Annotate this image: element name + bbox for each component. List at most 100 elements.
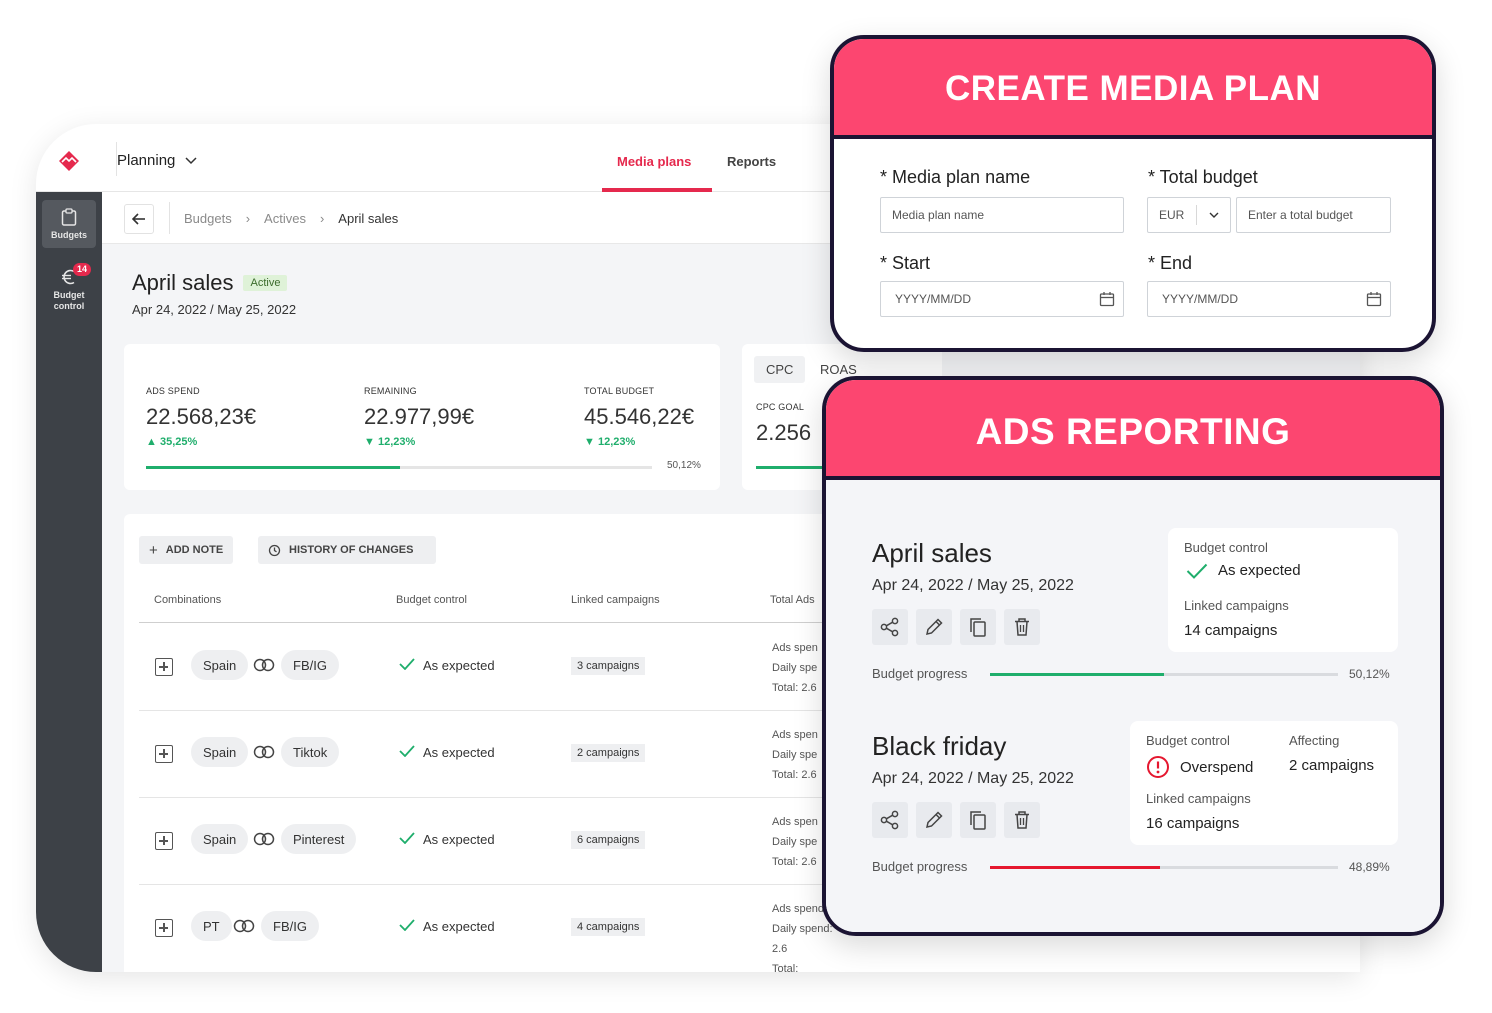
column-header-linked-campaigns: Linked campaigns <box>571 594 660 606</box>
workspace-label: Planning <box>117 152 176 169</box>
budget-progress-percent: 48,89% <box>1349 860 1390 874</box>
active-tab-indicator <box>602 188 712 192</box>
currency-select[interactable]: EUR <box>1147 197 1231 233</box>
kpi-label: CPC GOAL <box>756 402 805 412</box>
card-heading: CREATE MEDIA PLAN <box>834 39 1432 139</box>
campaigns-tag[interactable]: 4 campaigns <box>571 918 646 936</box>
report-dates: Apr 24, 2022 / May 25, 2022 <box>872 770 1074 787</box>
kpi-change: ▼ 12,23% <box>364 436 416 448</box>
linked-label: Linked campaigns <box>1146 791 1251 806</box>
link-icon <box>253 745 275 764</box>
sidebar-item-label: Budget <box>53 290 85 300</box>
budget-control-card: Budget control As expected Linked campaign… <box>1168 528 1398 652</box>
edit-button[interactable] <box>916 609 952 645</box>
budget-progress-bar <box>990 866 1338 869</box>
totals-cell: Ads spend: Daily spend: 2.6 Total: 2.658,2… <box>772 899 839 972</box>
end-date-input[interactable]: YYYY/MM/DD <box>1147 281 1391 317</box>
country-chip: PT <box>191 911 232 941</box>
kpi-value: 45.546,22€ <box>584 404 695 429</box>
history-button[interactable]: HISTORY OF CHANGES <box>258 536 436 564</box>
kpi-change: ▼ 12,23% <box>584 436 636 448</box>
logo-icon[interactable] <box>58 150 80 172</box>
budget-progress-bar <box>990 673 1338 676</box>
daily-spend-text: Daily spe <box>772 662 818 674</box>
start-date-input[interactable]: YYYY/MM/DD <box>880 281 1124 317</box>
campaigns-tag[interactable]: 6 campaigns <box>571 831 646 849</box>
breadcrumb-current: April sales <box>338 211 399 226</box>
create-media-plan-card: CREATE MEDIA PLAN * Media plan name Medi… <box>830 35 1436 352</box>
back-button[interactable] <box>124 204 154 234</box>
duplicate-button[interactable] <box>960 802 996 838</box>
media-plan-name-input[interactable]: Media plan name <box>880 197 1124 233</box>
breadcrumb-actives[interactable]: Actives <box>264 211 306 226</box>
report-dates: Apr 24, 2022 / May 25, 2022 <box>872 577 1074 594</box>
tab-cpc[interactable]: CPC <box>754 356 806 383</box>
expand-row-button[interactable] <box>155 832 173 850</box>
check-icon <box>399 919 415 934</box>
history-icon <box>268 544 281 556</box>
link-icon <box>253 658 275 677</box>
pencil-icon <box>923 616 945 638</box>
ads-spend-text: Ads spen <box>772 729 818 741</box>
date-placeholder: YYYY/MM/DD <box>895 292 972 306</box>
column-header-total-ads: Total Ads <box>770 594 815 606</box>
arrow-down-icon: ▼ <box>584 436 598 448</box>
bc-value-text: Overspend <box>1180 758 1254 776</box>
channel-chip: Pinterest <box>281 824 357 854</box>
tab-reports[interactable]: Reports <box>727 154 777 169</box>
expand-row-button[interactable] <box>155 745 173 763</box>
total-text: Total: 2.6 <box>772 856 817 868</box>
pencil-icon <box>923 809 945 831</box>
bc-value-text: As expected <box>1218 562 1301 579</box>
plan-dates: Apr 24, 2022 / May 25, 2022 <box>132 302 297 317</box>
campaigns-tag[interactable]: 3 campaigns <box>571 657 646 675</box>
workspace-dropdown[interactable]: Planning <box>117 152 197 169</box>
button-label: ADD NOTE <box>165 544 224 556</box>
notification-badge: 14 <box>73 263 92 276</box>
progress-fill <box>990 866 1160 869</box>
sidebar: Budgets 14 Budget control <box>36 192 102 972</box>
total-text: Total: 2.6 <box>772 769 817 781</box>
ads-spend-text: Ads spen <box>772 816 818 828</box>
breadcrumb-budgets[interactable]: Budgets <box>184 211 232 226</box>
share-button[interactable] <box>872 609 908 645</box>
budget-status: As expected <box>399 832 495 847</box>
status-text: As expected <box>423 658 495 673</box>
sidebar-item-budgets[interactable]: Budgets <box>42 200 96 248</box>
kpi-label: ADS SPEND <box>146 386 200 396</box>
share-icon <box>879 616 901 638</box>
field-label: * Start <box>880 253 931 273</box>
column-header-combinations: Combinations <box>154 594 222 606</box>
duplicate-button[interactable] <box>960 609 996 645</box>
affecting-label: Affecting <box>1289 733 1340 748</box>
card-heading: ADS REPORTING <box>826 380 1440 480</box>
currency-value: EUR <box>1159 208 1185 222</box>
arrow-down-icon: ▼ <box>364 436 378 448</box>
total-budget-input[interactable]: Enter a total budget <box>1236 197 1391 233</box>
delete-button[interactable] <box>1004 609 1040 645</box>
calendar-icon[interactable] <box>1099 291 1115 307</box>
campaigns-tag[interactable]: 2 campaigns <box>571 744 646 762</box>
tab-roas[interactable]: ROAS <box>820 362 857 377</box>
check-icon <box>399 832 415 847</box>
budget-progress-label: Budget progress <box>872 666 968 681</box>
add-note-button[interactable]: + ADD NOTE <box>139 536 234 564</box>
tab-media-plans[interactable]: Media plans <box>617 154 692 169</box>
copy-icon <box>967 809 989 831</box>
delete-button[interactable] <box>1004 802 1040 838</box>
table-row: Spain Pinterest As expected 6 campaigns Ads … <box>139 798 839 884</box>
daily-spend-text: Daily spend: 2.6 <box>772 923 833 955</box>
expand-row-button[interactable] <box>155 658 173 676</box>
calendar-icon[interactable] <box>1366 291 1382 307</box>
expand-row-button[interactable] <box>155 919 173 937</box>
sidebar-item-budget-control[interactable]: 14 Budget control <box>42 262 96 318</box>
edit-button[interactable] <box>916 802 952 838</box>
affecting-value: 2 campaigns <box>1289 757 1375 774</box>
linked-label: Linked campaigns <box>1184 598 1289 613</box>
budget-status: As expected <box>399 745 495 760</box>
totals-cell: Ads spen Daily spe Total: 2.6 <box>772 812 818 872</box>
field-label: * Media plan name <box>880 167 1031 187</box>
channel-chip: Tiktok <box>281 737 340 767</box>
field-label: * Total budget <box>1148 167 1258 187</box>
share-button[interactable] <box>872 802 908 838</box>
